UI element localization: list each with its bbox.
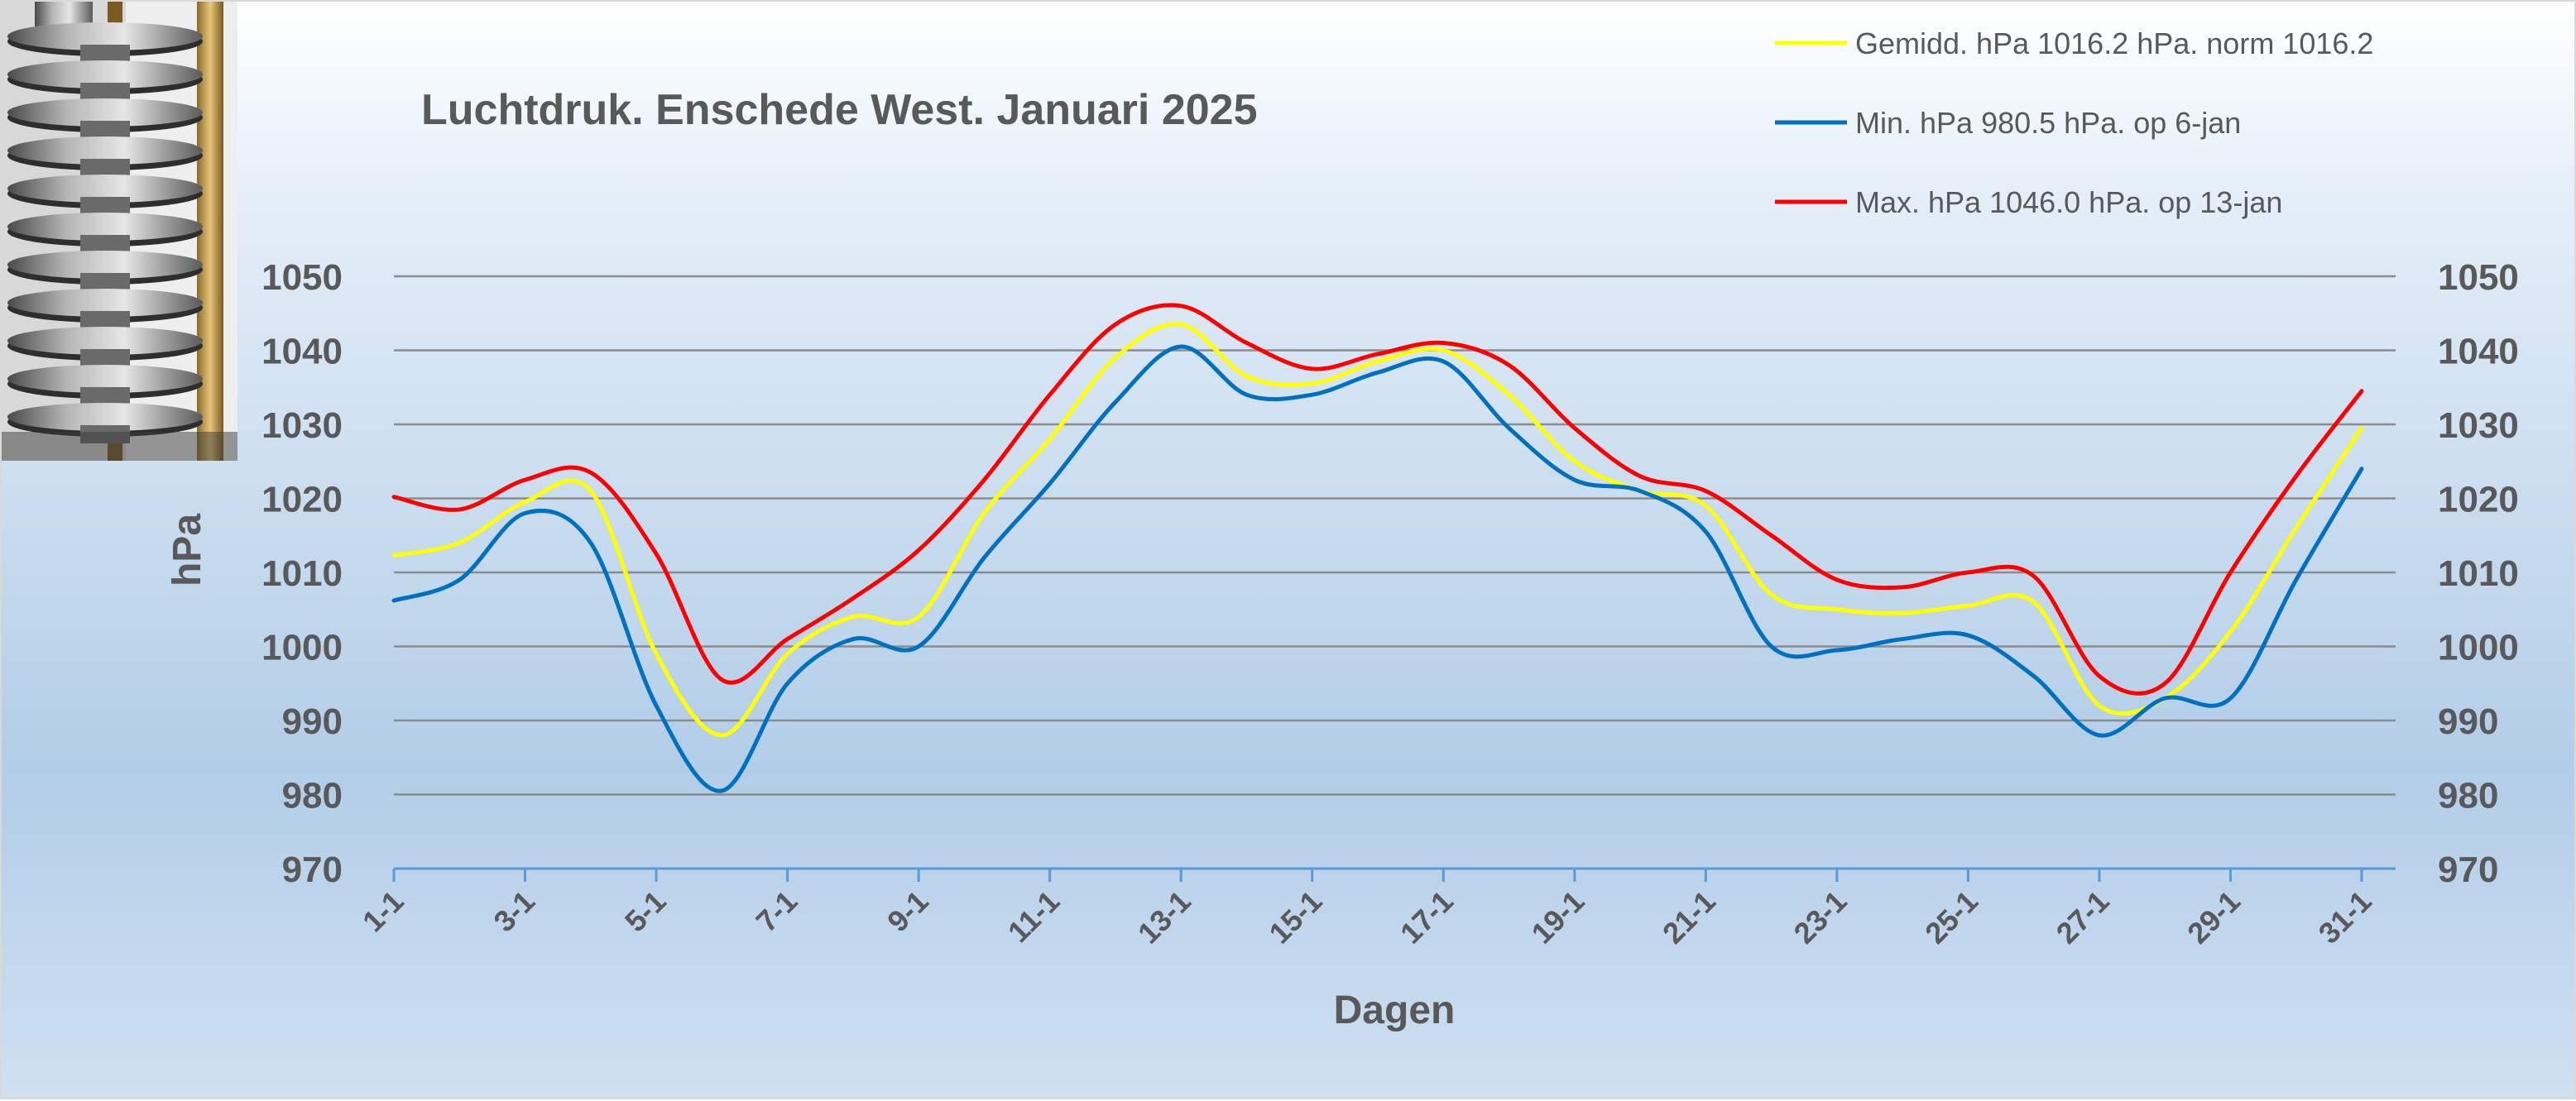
capsule-neck [80, 197, 130, 215]
y-tick-label-right: 970 [2438, 850, 2498, 890]
x-tick-label: 21-1 [1656, 884, 1722, 950]
y-tick-label-right: 1000 [2438, 628, 2519, 668]
capsule-disc [7, 175, 203, 203]
capsule-disc [7, 60, 203, 89]
grid-lines [394, 275, 2396, 796]
y-axis-left: 970 980 990 1000 1010 1020 1030 1040 1050 [261, 257, 343, 890]
y-tick-label-right: 980 [2438, 776, 2498, 816]
capsule-disc [7, 22, 203, 50]
y-tick-label-right: 1010 [2438, 553, 2519, 594]
x-tick-label: 9-1 [880, 884, 935, 939]
y-tick-label-right: 990 [2438, 701, 2498, 742]
legend-item-max: Max. hPa 1046.0 hPa. op 13-jan [1855, 185, 2282, 219]
y-tick-label-left: 1050 [261, 257, 343, 298]
series-lines [391, 303, 2364, 793]
x-axis [392, 867, 2396, 882]
x-tick-label: 27-1 [2050, 884, 2116, 950]
y-axis-right: 970 980 990 1000 1010 1020 1030 1040 1050 [2438, 257, 2519, 890]
series-line-max [391, 303, 2364, 696]
capsule-disc [7, 327, 203, 355]
capsule-disc [7, 289, 203, 317]
capsule-disc [7, 98, 203, 127]
capsule-disc [7, 403, 203, 431]
y-tick-label-left: 990 [282, 701, 343, 742]
capsule-neck [80, 121, 130, 139]
y-tick-label-left: 1020 [261, 480, 343, 520]
barometer-photo-icon [2, 2, 237, 461]
x-tick-label: 19-1 [1525, 884, 1591, 950]
x-axis-title: Dagen [1334, 989, 1456, 1032]
capsule-neck [80, 45, 130, 63]
y-tick-label-right: 1050 [2438, 257, 2519, 298]
x-tick-label: 3-1 [487, 884, 541, 939]
y-tick-label-right: 1040 [2438, 332, 2519, 372]
x-tick-label: 17-1 [1394, 884, 1460, 950]
series-line-average [391, 322, 2364, 738]
y-tick-label-right: 1020 [2438, 480, 2519, 520]
y-tick-label-left: 1000 [261, 628, 343, 668]
capsule-neck [80, 349, 130, 367]
x-tick-label: 31-1 [2312, 884, 2378, 950]
x-tick-label: 15-1 [1262, 884, 1328, 950]
x-tick-label: 23-1 [1787, 884, 1854, 950]
series-line-min [391, 344, 2364, 793]
capsule-neck [80, 311, 130, 329]
y-tick-label-left: 980 [282, 776, 343, 816]
x-tick-label: 25-1 [1918, 884, 1984, 950]
capsule-neck [80, 159, 130, 177]
x-tick-label: 29-1 [2180, 884, 2247, 950]
capsule-disc [7, 251, 203, 279]
y-tick-label-right: 1030 [2438, 405, 2519, 446]
legend-item-min: Min. hPa 980.5 hPa. op 6-jan [1855, 106, 2241, 140]
y-tick-label-left: 1040 [261, 332, 343, 372]
chart-title: Luchtdruk. Enschede West. Januari 2025 [421, 86, 1258, 134]
capsule-neck [80, 83, 130, 101]
capsule-disc [7, 136, 203, 165]
capsule-neck [80, 387, 130, 405]
x-tick-label: 11-1 [1001, 884, 1067, 950]
y-tick-label-left: 1010 [261, 553, 343, 594]
x-tick-label: 1-1 [356, 884, 410, 939]
capsule-disc [7, 213, 203, 241]
legend: Gemidd. hPa 1016.2 hPa. norm 1016.2 Min. … [1775, 26, 2373, 219]
x-tick-label: 7-1 [749, 884, 804, 939]
x-tick-labels: 1-1 3-1 5-1 7-1 9-1 11-1 13-1 15-1 17-1 19-1 21-1 2… [356, 884, 2378, 950]
y-axis-title: hPa [165, 514, 209, 586]
y-tick-label-left: 970 [282, 850, 343, 890]
capsule-neck [80, 273, 130, 291]
capsule-disc [7, 365, 203, 393]
x-tick-label: 13-1 [1131, 884, 1197, 950]
legend-item-average: Gemidd. hPa 1016.2 hPa. norm 1016.2 [1855, 26, 2373, 60]
capsule-neck [80, 235, 130, 253]
x-tick-label: 5-1 [618, 884, 673, 939]
y-tick-label-left: 1030 [261, 405, 343, 446]
